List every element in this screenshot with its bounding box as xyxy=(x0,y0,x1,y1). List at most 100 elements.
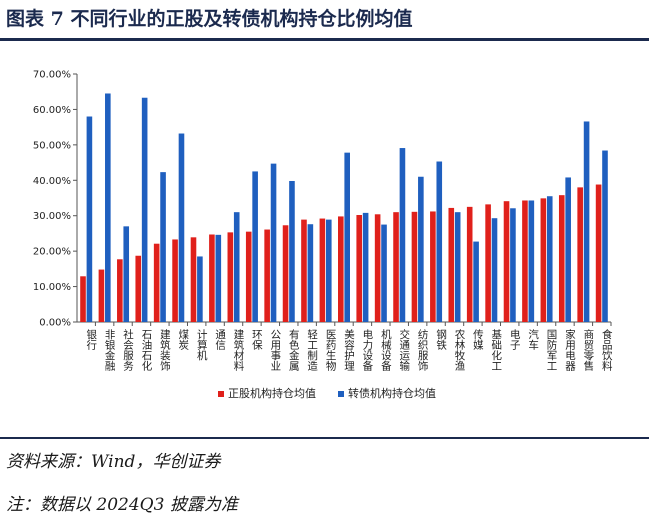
bar-stock xyxy=(98,269,105,322)
legend-item-stock-label: 正股机构持仓均值 xyxy=(228,386,316,400)
bar-stock xyxy=(411,211,418,322)
bar-cb xyxy=(546,196,553,322)
header-rule xyxy=(0,38,649,41)
source-note: 资料来源：Wind，华创证券 xyxy=(6,452,221,472)
y-tick-label: 20.00% xyxy=(33,247,71,258)
x-tick-label: 计算机 xyxy=(196,328,208,361)
x-tick-label: 通信 xyxy=(214,329,226,351)
bar-stock xyxy=(153,243,160,322)
bar-stock xyxy=(301,219,307,322)
x-tick-label: 社会服务 xyxy=(122,328,134,372)
bar-stock xyxy=(190,237,197,322)
x-tick-label: 国防军工 xyxy=(546,329,558,371)
bar-stock xyxy=(448,207,455,322)
bar-stock xyxy=(595,184,602,322)
y-tick-label: 70.00% xyxy=(33,70,71,81)
bar-stock xyxy=(503,201,510,322)
bar-stock xyxy=(466,206,473,322)
bar-stock xyxy=(264,229,270,322)
bar-cb xyxy=(510,208,516,322)
bar-cb xyxy=(454,212,461,322)
bar-cb xyxy=(252,171,258,322)
x-tick-label: 建筑装饰 xyxy=(159,328,171,372)
x-tick-label: 银行 xyxy=(85,328,97,351)
x-tick-label: 煤炭 xyxy=(177,328,189,351)
x-tick-label: 农林牧渔 xyxy=(453,328,465,372)
bar-stock xyxy=(282,225,289,322)
bar-cb xyxy=(528,200,535,322)
bar-cb xyxy=(399,148,406,322)
bar-cb xyxy=(123,226,130,322)
footer-rule xyxy=(0,437,649,439)
y-tick-label: 10.00% xyxy=(33,282,71,293)
bar-cb xyxy=(565,177,571,322)
x-tick-label: 有色金属 xyxy=(288,328,300,372)
legend-item-cb-swatch xyxy=(338,391,344,397)
bar-stock xyxy=(577,187,583,322)
x-tick-label: 美容护理 xyxy=(343,328,355,371)
x-tick-label: 机械设备 xyxy=(380,328,392,372)
bar-cb xyxy=(105,93,111,322)
bar-cb xyxy=(178,133,185,322)
bar-stock xyxy=(172,239,178,322)
legend-item-stock-swatch xyxy=(218,391,224,397)
bar-cb xyxy=(381,224,387,322)
bar-stock xyxy=(245,231,252,322)
bar-stock xyxy=(117,259,123,322)
legend-item-cb-label: 转债机构持仓均值 xyxy=(348,386,436,400)
x-tick-label: 商贸零售 xyxy=(582,328,594,372)
bar-cb xyxy=(325,219,332,322)
x-tick-label: 轻工制造 xyxy=(306,328,318,371)
figure-title: 图表 7 不同行业的正股及转债机构持仓比例均值 xyxy=(6,8,413,30)
x-tick-label: 电力设备 xyxy=(361,328,373,372)
x-tick-label: 石油石化 xyxy=(140,329,152,372)
bar-stock xyxy=(558,195,565,322)
bar-stock xyxy=(80,276,86,322)
bar-cb xyxy=(233,212,240,322)
bar-cb xyxy=(197,256,203,322)
x-tick-label: 电子 xyxy=(509,328,521,350)
bar-stock xyxy=(374,214,381,322)
x-tick-label: 交通运输 xyxy=(398,328,410,372)
bar-cb xyxy=(473,241,479,322)
figure-header: 图表 7 不同行业的正股及转债机构持仓比例均值 xyxy=(0,0,649,41)
bar-cb xyxy=(344,152,350,322)
bar-cb xyxy=(270,163,277,322)
bar-cb xyxy=(289,180,295,322)
bar-cb xyxy=(362,212,369,322)
bar-stock xyxy=(338,216,344,322)
bar-cb xyxy=(141,97,148,322)
x-tick-label: 钢铁 xyxy=(435,328,447,351)
y-tick-label: 60.00% xyxy=(33,105,71,116)
bar-stock xyxy=(430,211,436,322)
y-tick-label: 40.00% xyxy=(33,176,71,187)
x-tick-label: 纺织服饰 xyxy=(417,328,429,372)
x-tick-label: 非银金融 xyxy=(104,329,116,372)
bar-stock xyxy=(209,234,215,322)
x-tick-label: 环保 xyxy=(251,329,263,351)
bar-cb xyxy=(602,150,608,322)
bar-stock xyxy=(227,232,234,322)
x-tick-label: 基础化工 xyxy=(490,328,502,371)
bar-cb xyxy=(307,224,314,322)
bar-stock xyxy=(135,255,142,322)
x-tick-label: 汽车 xyxy=(527,328,539,351)
footnote: 注：数据以 2024Q3 披露为准 xyxy=(6,495,238,515)
x-tick-label: 医药生物 xyxy=(325,329,337,372)
bar-cb xyxy=(86,116,93,322)
bar-stock xyxy=(540,198,547,322)
bar-cb xyxy=(491,218,498,322)
x-tick-label: 建筑材料 xyxy=(233,328,245,372)
x-tick-label: 公用事业 xyxy=(269,329,281,371)
bar-cb xyxy=(160,172,166,322)
bar-chart: 0.00% 10.00% 20.00% 30.00% 40.00% 50.00% 60.00… xyxy=(33,70,613,401)
bar-cb xyxy=(436,161,443,322)
y-tick-label: 50.00% xyxy=(33,140,71,151)
bar-stock xyxy=(356,215,363,322)
bar-stock xyxy=(522,200,528,322)
bar-stock xyxy=(319,218,326,322)
bar-stock xyxy=(485,204,491,322)
bar-cb xyxy=(215,234,222,322)
y-tick-label: 30.00% xyxy=(33,211,71,222)
bar-cb xyxy=(583,121,590,322)
